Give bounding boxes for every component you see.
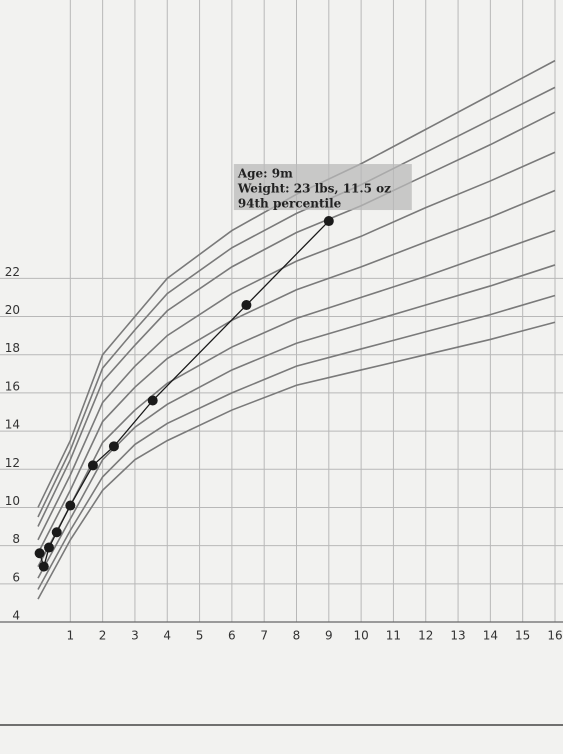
y-tick-label: 8 (12, 532, 20, 546)
y-tick-label: 16 (5, 379, 20, 393)
x-tick-label: 11 (386, 629, 401, 643)
percentile-curve (37, 294, 556, 590)
x-tick-label: 12 (418, 629, 433, 643)
data-point (323, 216, 334, 227)
x-tick-label: 4 (163, 629, 171, 643)
x-tick-label: 8 (293, 629, 301, 643)
y-tick-label: 14 (5, 418, 20, 432)
x-tick-label: 6 (228, 629, 236, 643)
data-point (43, 542, 54, 553)
x-tick-label: 7 (260, 629, 268, 643)
x-tick-label: 13 (450, 629, 465, 643)
percentile-curve (37, 86, 556, 518)
tooltip-text: Age: 9m (237, 167, 293, 181)
data-point (108, 441, 119, 452)
x-tick-label: 3 (131, 629, 139, 643)
percentile-curve (37, 151, 556, 541)
y-tick-label: 6 (12, 570, 20, 584)
percentile-curve (37, 264, 556, 579)
tooltip-text: 94th percentile (238, 197, 342, 211)
data-point (87, 460, 98, 471)
data-point (51, 527, 62, 538)
data-point (241, 300, 252, 311)
tooltip-box (233, 164, 412, 211)
x-tick-label: 10 (353, 629, 368, 643)
x-tick-label: 1 (66, 629, 74, 643)
y-tick-label: 18 (5, 341, 20, 355)
data-point (147, 395, 158, 406)
data-point (38, 561, 49, 572)
x-tick-label: 16 (547, 629, 562, 643)
patient-line (38, 220, 330, 569)
data-point (65, 500, 76, 511)
y-tick-label: 10 (5, 494, 20, 508)
data-point (34, 548, 45, 559)
x-tick-label: 9 (325, 629, 333, 643)
percentile-curve (37, 111, 556, 527)
x-tick-label: 14 (483, 629, 498, 643)
y-tick-label: 12 (5, 456, 20, 470)
y-tick-label: 4 (12, 609, 20, 623)
y-tick-label: 20 (5, 303, 20, 317)
x-tick-label: 15 (515, 629, 530, 643)
percentile-curve (37, 321, 556, 600)
tooltip-text: Weight: 23 lbs, 11.5 oz (237, 182, 391, 196)
x-tick-label: 2 (99, 629, 107, 643)
x-tick-label: 5 (196, 629, 204, 643)
percentile-curve (37, 59, 556, 508)
y-tick-label: 22 (5, 265, 20, 279)
